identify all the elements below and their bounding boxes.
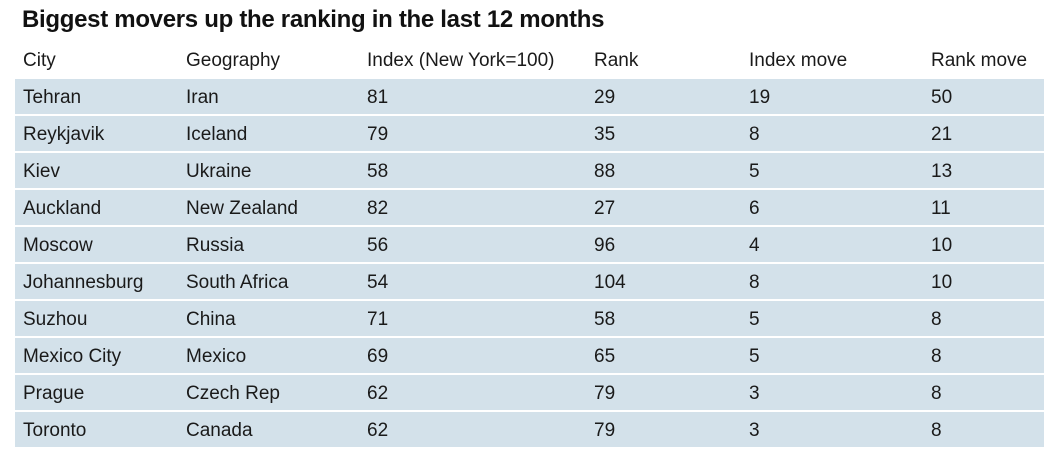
table-row: Kiev Ukraine 58 88 5 13: [15, 153, 1044, 190]
column-header-index: Index (New York=100): [367, 50, 555, 71]
cell-rank: 104: [594, 272, 626, 293]
table-row: Toronto Canada 62 79 3 8: [15, 412, 1044, 449]
cell-rank-move: 21: [931, 124, 953, 145]
column-header-geography: Geography: [186, 50, 281, 71]
cell-index: 82: [367, 198, 389, 219]
cell-geography: Mexico: [186, 346, 247, 367]
column-header-rank-move: Rank move: [931, 50, 1028, 71]
cell-city: Mexico City: [23, 346, 122, 367]
cell-city: Reykjavik: [23, 124, 105, 145]
cell-rank: 35: [594, 124, 616, 145]
cell-geography: Iceland: [186, 124, 248, 145]
table-row: Suzhou China 71 58 5 8: [15, 301, 1044, 338]
table-row: Auckland New Zealand 82 27 6 11: [15, 190, 1044, 227]
table-row: Mexico City Mexico 69 65 5 8: [15, 338, 1044, 375]
cell-city: Suzhou: [23, 309, 88, 330]
cell-city: Toronto: [23, 420, 87, 441]
table-header-row: City Geography Index (New York=100) Rank…: [15, 43, 1044, 79]
table-row: Johannesburg South Africa 54 104 8 10: [15, 264, 1044, 301]
cell-geography: Russia: [186, 235, 245, 256]
cell-geography: Canada: [186, 420, 253, 441]
cell-rank: 58: [594, 309, 616, 330]
cell-city: Johannesburg: [23, 272, 144, 293]
cell-rank: 79: [594, 383, 616, 404]
table-row: Prague Czech Rep 62 79 3 8: [15, 375, 1044, 412]
cell-rank: 29: [594, 87, 616, 108]
cell-index: 62: [367, 383, 389, 404]
cell-rank-move: 13: [931, 161, 953, 182]
cell-index-move: 6: [749, 198, 760, 219]
cell-geography: Ukraine: [186, 161, 252, 182]
cell-index-move: 3: [749, 383, 760, 404]
table-row: Reykjavik Iceland 79 35 8 21: [15, 116, 1044, 153]
cell-index-move: 5: [749, 309, 760, 330]
cell-index: 79: [367, 124, 389, 145]
cell-index: 54: [367, 272, 389, 293]
table-row: Tehran Iran 81 29 19 50: [15, 79, 1044, 116]
table-row: Moscow Russia 56 96 4 10: [15, 227, 1044, 264]
cell-rank: 65: [594, 346, 616, 367]
cell-index-move: 5: [749, 161, 760, 182]
cell-geography: Czech Rep: [186, 383, 280, 404]
cell-rank-move: 8: [931, 309, 942, 330]
cell-index: 81: [367, 87, 389, 108]
cell-geography: China: [186, 309, 236, 330]
cell-rank-move: 8: [931, 420, 942, 441]
cell-rank-move: 8: [931, 383, 942, 404]
cell-index: 58: [367, 161, 389, 182]
cell-city: Tehran: [23, 87, 82, 108]
table-title: Biggest movers up the ranking in the las…: [22, 6, 605, 33]
cell-index-move: 3: [749, 420, 760, 441]
cell-index: 71: [367, 309, 389, 330]
cell-city: Moscow: [23, 235, 93, 256]
cell-index: 69: [367, 346, 389, 367]
cell-index-move: 8: [749, 272, 760, 293]
cell-geography: South Africa: [186, 272, 289, 293]
cell-rank: 79: [594, 420, 616, 441]
column-header-city: City: [23, 50, 56, 71]
cell-city: Auckland: [23, 198, 102, 219]
movers-table: City Geography Index (New York=100) Rank…: [15, 43, 1044, 449]
cell-rank-move: 8: [931, 346, 942, 367]
cell-rank-move: 10: [931, 235, 953, 256]
cell-geography: Iran: [186, 87, 219, 108]
cell-geography: New Zealand: [186, 198, 298, 219]
table-body: Tehran Iran 81 29 19 50 Reykjavik Iceland 79 35 8 2…: [15, 79, 1044, 449]
cell-rank: 88: [594, 161, 616, 182]
column-header-rank: Rank: [594, 50, 639, 71]
cell-index-move: 8: [749, 124, 760, 145]
column-header-index-move: Index move: [749, 50, 848, 71]
cell-rank-move: 10: [931, 272, 953, 293]
cell-index-move: 4: [749, 235, 760, 256]
cell-city: Kiev: [23, 161, 60, 182]
cell-rank-move: 50: [931, 87, 953, 108]
cell-city: Prague: [23, 383, 85, 404]
cell-index: 62: [367, 420, 389, 441]
cell-index-move: 5: [749, 346, 760, 367]
cell-index: 56: [367, 235, 389, 256]
cell-rank-move: 11: [931, 198, 951, 219]
cell-index-move: 19: [749, 87, 771, 108]
cell-rank: 96: [594, 235, 616, 256]
cell-rank: 27: [594, 198, 616, 219]
